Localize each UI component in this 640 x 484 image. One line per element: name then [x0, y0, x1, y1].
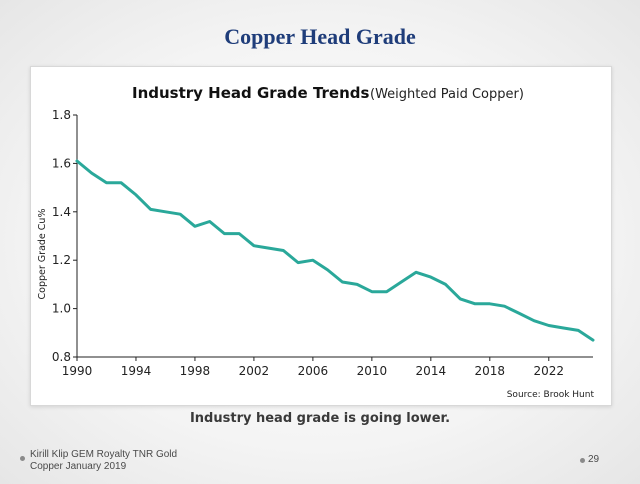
x-tick-label: 1998	[180, 364, 211, 378]
slide-title: Copper Head Grade	[224, 24, 416, 49]
page-number: 29	[580, 454, 600, 465]
x-tick-label: 2014	[416, 364, 447, 378]
x-tick-label: 2006	[298, 364, 329, 378]
y-tick-label: 1.6	[52, 156, 71, 170]
chart-subtitle: (Weighted Paid Copper)	[370, 87, 524, 102]
footer: Kirill Klip GEM Royalty TNR Gold Copper …	[20, 449, 178, 473]
y-tick-label: 1.2	[52, 253, 71, 267]
x-axis-ticks: 1990 1994 1998 2002 2006 2010 2014 2018 2022	[62, 357, 564, 378]
source-label: Source: Brook Hunt	[507, 390, 595, 400]
page-bullet-icon	[580, 458, 585, 463]
y-axis-label: Copper Grade Cu%	[37, 209, 48, 300]
x-tick-label: 2022	[533, 364, 564, 378]
x-tick-label: 2018	[475, 364, 506, 378]
x-tick-label: 2010	[357, 364, 388, 378]
head-grade-series-line	[75, 159, 595, 342]
y-axis-ticks: 0.8 1.0 1.2 1.4 1.6 1.8	[52, 108, 77, 364]
chart-title: Industry Head Grade Trends	[132, 84, 370, 102]
page-number-text: 29	[588, 454, 600, 465]
y-tick-label: 1.0	[52, 302, 71, 316]
footer-line-1: Kirill Klip GEM Royalty TNR Gold	[30, 449, 178, 460]
x-tick-label: 1994	[121, 364, 152, 378]
x-tick-label: 1990	[62, 364, 93, 378]
chart-panel: Industry Head Grade Trends (Weighted Pai…	[30, 66, 612, 406]
y-tick-label: 1.4	[52, 205, 71, 219]
slide-caption: Industry head grade is going lower.	[189, 411, 451, 426]
head-grade-line-chart: Industry Head Grade Trends (Weighted Pai…	[37, 84, 595, 400]
footer-line-2: Copper January 2019	[30, 461, 127, 472]
x-tick-label: 2002	[239, 364, 270, 378]
footer-bullet-icon	[20, 456, 25, 461]
y-tick-label: 0.8	[52, 350, 71, 364]
y-tick-label: 1.8	[52, 108, 71, 122]
